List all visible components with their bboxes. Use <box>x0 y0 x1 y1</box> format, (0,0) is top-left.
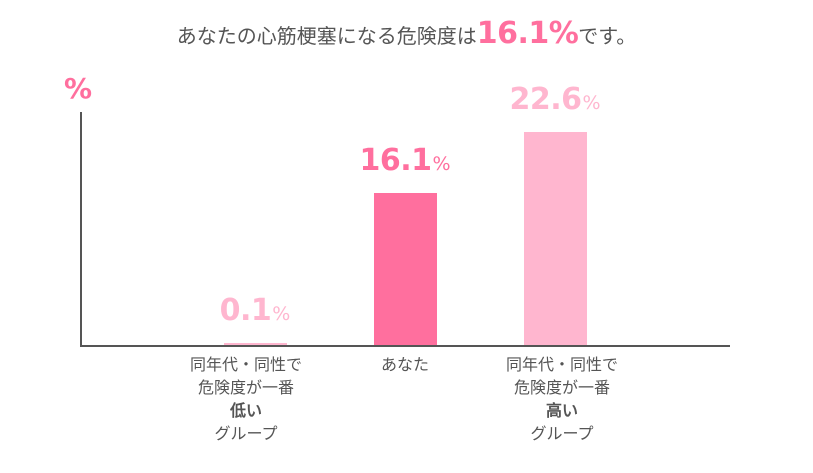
title-highlight: 16.1% <box>476 16 579 51</box>
value-number-high: 22.6 <box>509 82 582 117</box>
category-high-line1: 同年代・同性で <box>505 355 618 374</box>
bar-low <box>223 343 287 345</box>
value-label-high: 22.6% <box>475 82 635 117</box>
value-label-low: 0.1% <box>175 293 335 328</box>
x-axis-line <box>80 345 730 347</box>
category-label-low: 同年代・同性で 危険度が一番 低い グループ <box>161 353 331 445</box>
bar-high <box>523 132 587 345</box>
title-prefix: あなたの心筋梗塞になる危険度は <box>176 24 477 48</box>
value-number-low: 0.1 <box>219 293 272 328</box>
value-number-you: 16.1 <box>359 143 432 178</box>
category-high-line3: 高い <box>545 401 578 420</box>
category-high-line2: 危険度が一番 <box>513 378 610 397</box>
value-unit-you: % <box>432 153 451 175</box>
chart-title: あなたの心筋梗塞になる危険度は16.1%です。 <box>0 16 813 51</box>
category-label-you: あなた <box>320 353 490 376</box>
category-low-line1: 同年代・同性で <box>189 355 302 374</box>
y-axis-line <box>80 112 82 346</box>
category-low-line2: 危険度が一番 <box>197 378 294 397</box>
value-unit-high: % <box>582 92 601 114</box>
title-suffix: です。 <box>578 24 637 48</box>
category-you-line1: あなた <box>380 355 429 374</box>
category-low-line4: グループ <box>214 424 278 443</box>
value-unit-low: % <box>272 303 291 325</box>
y-axis-label: % <box>64 72 93 105</box>
bar-you <box>373 193 437 345</box>
category-label-high: 同年代・同性で 危険度が一番 高い グループ <box>477 353 647 445</box>
category-low-line3: 低い <box>229 401 262 420</box>
value-label-you: 16.1% <box>325 143 485 178</box>
category-high-line4: グループ <box>530 424 594 443</box>
